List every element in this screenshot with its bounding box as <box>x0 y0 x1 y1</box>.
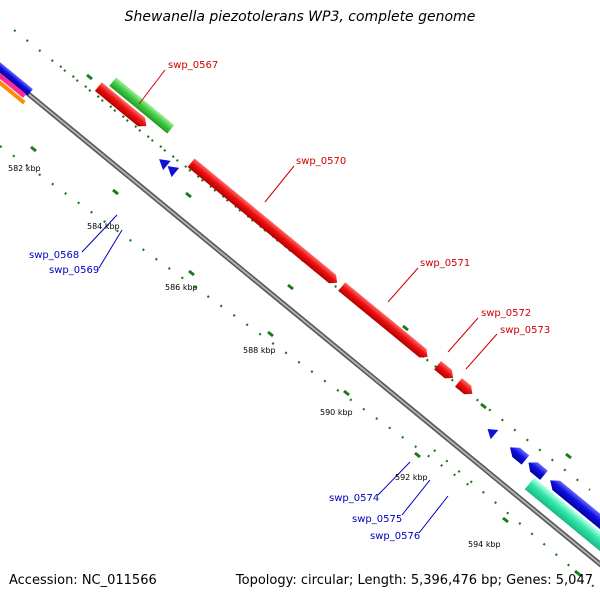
gene-label-swp_0569[interactable]: swp_0569 <box>49 265 99 276</box>
leader-line-swp_0575 <box>401 479 431 516</box>
tick-mark <box>574 569 581 577</box>
gene-label-swp_0576[interactable]: swp_0576 <box>370 531 420 542</box>
leader-line-swp_0570 <box>264 165 295 203</box>
gene-label-swp_0568[interactable]: swp_0568 <box>29 250 79 261</box>
tick-label: 590 kbp <box>320 408 353 417</box>
tick-label: 586 kbp <box>165 283 198 292</box>
gene-arrow-swp_0569 <box>167 166 180 178</box>
tick-mark <box>287 283 294 291</box>
gene-label-swp_0570[interactable]: swp_0570 <box>296 156 346 167</box>
genome-backbone <box>0 67 600 568</box>
label-leader-lines <box>81 69 498 534</box>
accession-text: Accession: NC_011566 <box>9 573 157 588</box>
tick-mark <box>30 145 37 153</box>
gene-arrow-swp_0572 <box>434 361 454 379</box>
gene-arrow-swp_0570 <box>187 158 338 284</box>
tick-mark <box>502 516 509 524</box>
feature-orange-track <box>0 73 26 105</box>
leader-line-swp_0573 <box>465 333 498 370</box>
leader-line-swp_0574 <box>377 461 411 496</box>
tick-mark <box>112 188 119 196</box>
gene-label-swp_0571[interactable]: swp_0571 <box>420 258 470 269</box>
gene-labels: swp_0567 swp_0570 swp_0571 swp_0572 swp_… <box>29 60 550 542</box>
leader-line-swp_0568 <box>81 214 118 253</box>
feature-blue-track <box>0 52 33 96</box>
tick-label: 592 kbp <box>395 473 428 482</box>
tick-mark <box>267 330 274 338</box>
feature-tracks <box>0 52 600 566</box>
tick-label: 594 kbp <box>468 540 501 549</box>
leader-line-swp_0572 <box>447 317 479 353</box>
gene-label-swp_0574[interactable]: swp_0574 <box>329 493 379 504</box>
gene-arrow-swp_0576 <box>528 462 548 480</box>
tick-mark <box>185 191 192 199</box>
gene-label-swp_0575[interactable]: swp_0575 <box>352 514 402 525</box>
gene-arrow-swp_0573 <box>454 378 473 395</box>
tick-label: 584 kbp <box>87 222 120 231</box>
leader-line-swp_0569 <box>98 229 123 269</box>
leader-line-swp_0567 <box>138 69 166 105</box>
gene-arrow-swp_0567 <box>94 82 147 127</box>
tick-label: 588 kbp <box>243 346 276 355</box>
tick-mark <box>86 73 93 81</box>
leader-line-swp_0571 <box>387 267 419 303</box>
gene-arrow-swp_0571 <box>338 282 428 358</box>
tick-mark <box>188 269 195 277</box>
tick-mark <box>414 451 421 459</box>
feature-green-box <box>109 77 175 134</box>
leader-line-swp_0576 <box>418 495 449 534</box>
dotted-guide-inner-1 <box>0 145 471 487</box>
tick-mark <box>343 389 350 397</box>
map-title: Shewanella piezotolerans WP3, complete g… <box>124 9 476 25</box>
gene-label-swp_0573[interactable]: swp_0573 <box>500 325 550 336</box>
feature-teal-box <box>524 477 600 566</box>
tick-mark <box>402 324 409 332</box>
gene-arrow-swp_0575 <box>509 447 530 465</box>
gene-arrow-swp_0568 <box>159 159 171 171</box>
tick-label: 582 kbp <box>8 164 41 173</box>
tick-mark <box>480 402 487 410</box>
tick-labels: 582 kbp 584 kbp 586 kbp 588 kbp 590 kbp … <box>8 164 501 549</box>
feature-magenta-track <box>0 64 27 98</box>
tick-mark <box>565 452 572 460</box>
tick-marks <box>30 73 581 577</box>
gene-label-swp_0572[interactable]: swp_0572 <box>481 308 531 319</box>
gene-arrow-blue-large <box>550 480 600 555</box>
gene-label-swp_0567[interactable]: swp_0567 <box>168 60 218 71</box>
gene-arrow-swp_0574 <box>487 428 499 440</box>
genome-summary-text: Topology: circular; Length: 5,396,476 bp… <box>235 573 593 588</box>
